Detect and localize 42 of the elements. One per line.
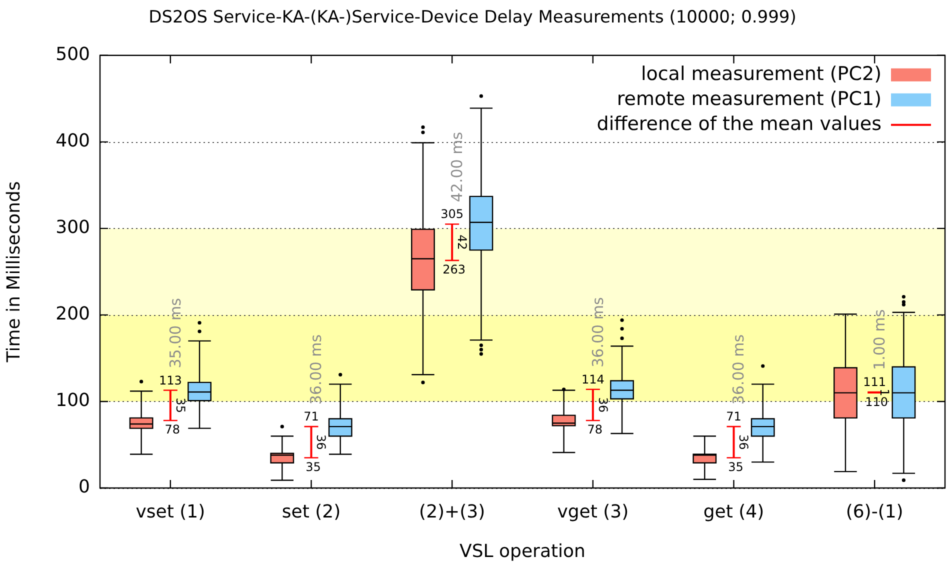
data-label: 36: [314, 434, 328, 450]
legend-label: difference of the mean values: [596, 112, 882, 135]
annotation: 71: [304, 410, 319, 424]
annotation: 35: [728, 460, 744, 474]
y-axis-title: Time in Milliseconds: [3, 181, 24, 364]
annotation: 305: [440, 207, 464, 222]
y-tick-label: 300: [56, 217, 90, 238]
x-tick-label: get (4): [703, 501, 764, 522]
x-tick-label: (2)+(3): [419, 501, 486, 522]
data-label: 1: [877, 388, 892, 396]
x-tick-label: vset (1): [136, 501, 206, 522]
annotation: 36.00 ms: [588, 297, 607, 368]
data-label: 36: [596, 397, 610, 413]
data-label: 35: [173, 398, 188, 414]
x-axis-title: VSL operation: [460, 540, 586, 562]
data-label: 36: [736, 434, 751, 450]
chart-title: DS2OS Service-KA-(KA-)Service-Device Delay Measurements (10000; 0.999): [148, 8, 796, 28]
y-tick-label: 0: [78, 476, 90, 498]
y-tick-label: 100: [56, 390, 90, 412]
data-label: 42: [454, 234, 469, 250]
annotation: 113: [158, 373, 182, 388]
y-tick-label: 400: [56, 130, 90, 152]
x-tick-label: (6)-(1): [846, 501, 904, 522]
annotation: 1.00 ms: [870, 309, 888, 370]
x-tick-label: vget (3): [557, 501, 629, 522]
legend-label: local measurement (PC2): [640, 62, 882, 85]
annotation: 78: [587, 422, 603, 437]
annotation: 71: [726, 410, 742, 424]
annotation: 36.00 ms: [307, 334, 326, 405]
annotation: 110: [865, 394, 888, 409]
y-tick-label: 200: [56, 304, 90, 325]
y-tick-label: 500: [56, 44, 90, 66]
x-tick-label: set (2): [282, 501, 341, 522]
annotation: 35: [306, 460, 321, 474]
legend-label: remote measurement (PC1): [616, 88, 882, 110]
annotation: 78: [164, 422, 180, 437]
annotation: 114: [581, 372, 604, 386]
annotation: 36.00 ms: [730, 334, 748, 405]
annotation: 35.00 ms: [166, 298, 184, 368]
annotation: 42.00 ms: [448, 132, 466, 202]
annotation: 263: [442, 262, 466, 277]
annotation: 111: [863, 375, 886, 390]
